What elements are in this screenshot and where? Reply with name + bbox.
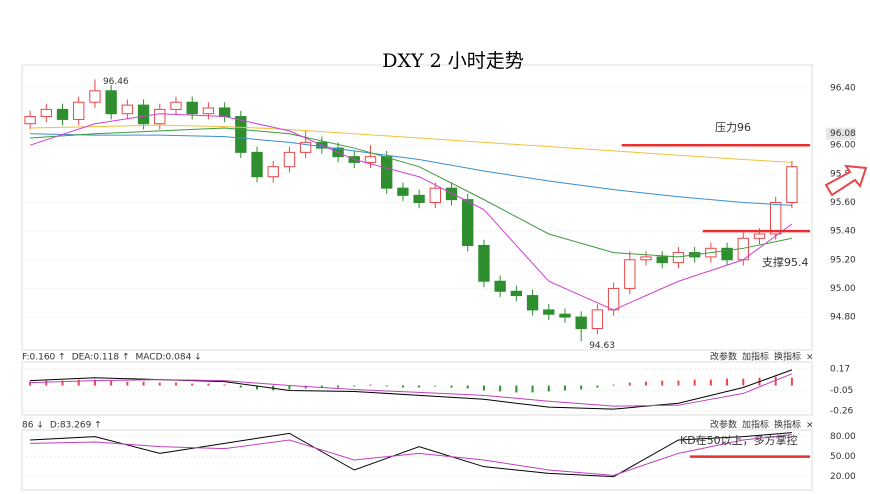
legend-text: MACD:0.084 ↓ [136,353,202,363]
level-label: 压力96 [715,121,751,134]
candle-body [526,295,539,311]
candle-body [299,141,312,153]
candle-body [40,108,52,118]
y-tick-label: 50.00 [830,452,856,462]
panel-button[interactable]: 换指标 [774,419,801,431]
y-tick-label: 96.00 [830,141,856,151]
candle-body [73,101,85,120]
candle-body [186,101,198,115]
y-tick-label: 80.00 [830,432,856,442]
candle-body [218,107,231,118]
candle-body [202,107,215,115]
candle-body [607,287,620,311]
high-label: 96.46 [103,77,129,87]
candle-body [721,247,733,261]
level-label: 支撑95.4 [762,255,809,269]
candle-body [494,280,506,292]
y-tick-label: 95.20 [830,255,856,265]
candle-body [413,194,425,203]
candle-body [267,166,279,178]
legend-text: 86 ↓ [22,421,44,431]
panel-button[interactable]: 换指标 [774,351,801,363]
candle-body [105,90,117,115]
candle-body [559,313,571,318]
candle-body [591,309,604,330]
panel-button[interactable]: 加指标 [742,351,769,363]
indicator-line [30,432,792,478]
chart-title: DXY 2 小时走势 [382,50,523,72]
candle-body [364,156,377,163]
indicator-line [30,373,793,407]
y-tick-label: -0.05 [830,386,853,396]
candle-body [283,151,296,168]
y-tick-label: -0.26 [830,407,854,417]
panel-button[interactable]: 改参数 [710,351,737,363]
candle-body [770,201,782,235]
candle-body [154,108,166,125]
indicator-line [30,434,792,476]
kd-annotation: KD在50以上，多方掌控 [680,433,798,447]
candle-body [121,104,134,115]
last-price-box [826,127,856,140]
candle-body [381,156,393,189]
price-frame [21,64,813,351]
candle-body [656,256,668,264]
candle-body [640,256,652,261]
kd-frame [21,429,813,491]
y-tick-label: 95.80 [830,169,856,179]
indicator-line [30,133,792,206]
panel-button[interactable]: 加指标 [742,419,769,431]
y-tick-label: 0.17 [830,364,850,374]
y-tick-label: 96.40 [830,83,856,93]
legend-text: D:83.269 ↑ [50,421,102,431]
legend-text: DEA:0.118 ↑ [72,353,130,363]
y-tick-label: 95.60 [830,198,856,208]
candle-body [445,187,458,201]
y-tick-label: 20.00 [830,472,856,482]
panel-button[interactable]: × [806,421,814,431]
indicator-line [30,369,793,410]
candle-body [235,116,247,153]
candle-body [429,187,441,203]
candle-body [170,101,182,110]
low-label: 94.63 [589,341,615,351]
y-tick-label: 95.00 [830,284,856,294]
candle-body [510,290,523,297]
candle-body [478,244,490,282]
candle-body [575,316,587,330]
candle-body [397,187,409,196]
candle-body [89,90,101,103]
candle-body [543,309,555,315]
candle-body [251,151,263,178]
candle-body [753,233,766,239]
macd-frame [21,361,813,416]
indicator-line [30,124,792,163]
y-tick-label: 95.40 [830,227,856,237]
candle-body [672,252,685,264]
panel-button[interactable]: 改参数 [710,419,737,431]
legend-text: F:0.160 ↑ [22,353,66,363]
candle-body [56,108,69,120]
panel-button[interactable]: × [806,353,814,363]
candle-body [137,104,150,125]
indicator-line [30,127,792,258]
candle-body [624,259,636,289]
candle-body [462,199,474,246]
arrow-icon [824,164,868,197]
candle-body [24,116,36,125]
last-price-label: 96.08 [830,129,856,139]
candle-body [786,166,798,203]
y-tick-label: 94.80 [830,313,856,323]
indicator-line [29,113,793,311]
